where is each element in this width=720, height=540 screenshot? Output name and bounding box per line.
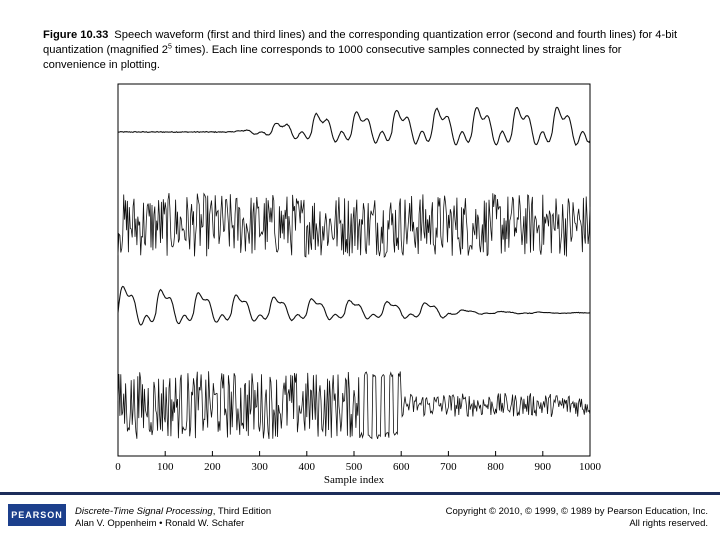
book-title-line: Discrete-Time Signal Processing, Third E… <box>75 506 271 518</box>
x-tick-label: 500 <box>346 461 363 473</box>
x-tick-label: 800 <box>487 461 504 473</box>
x-tick-label: 600 <box>393 461 410 473</box>
book-edition: , Third Edition <box>212 506 272 517</box>
series-line-4 <box>117 371 591 440</box>
x-tick-label: 0 <box>115 461 121 473</box>
book-title: Discrete-Time Signal Processing <box>75 506 213 517</box>
waveform-plot: 0 100 200 300 400 500 600 700 800 900 1000 Sample … <box>115 83 602 486</box>
x-axis: 0 100 200 300 400 500 600 700 800 900 1000 <box>115 451 602 473</box>
pearson-logo: PEARSON <box>8 504 66 526</box>
x-tick-label: 100 <box>157 461 174 473</box>
figure-label: Figure 10.33 <box>43 29 109 41</box>
footer-rule <box>0 492 720 495</box>
series-line-3 <box>117 285 591 326</box>
copyright-notice: Copyright © 2010, © 1999, © 1989 by Pear… <box>446 506 708 530</box>
book-credit: Discrete-Time Signal Processing, Third E… <box>75 506 271 530</box>
book-authors: Alan V. Oppenheim • Ronald W. Schafer <box>75 518 245 529</box>
series-line-2 <box>117 192 591 258</box>
copyright-line: Copyright © 2010, © 1999, © 1989 by Pear… <box>445 506 708 517</box>
x-tick-label: 1000 <box>579 461 602 473</box>
series-group <box>117 106 591 440</box>
x-tick-label: 300 <box>251 461 268 473</box>
x-tick-label: 700 <box>440 461 457 473</box>
caption-text-part1: Speech waveform (first and third lines) … <box>43 29 678 56</box>
rights-line: All rights reserved. <box>629 518 708 529</box>
x-tick-label: 400 <box>299 461 316 473</box>
caption-text-part2: times). Each line corresponds to 1000 co… <box>43 44 622 71</box>
caption-superscript: 5 <box>168 43 172 51</box>
figure-caption: Figure 10.33 Speech waveform (first and t… <box>43 28 683 73</box>
x-tick-label: 200 <box>204 461 221 473</box>
x-tick-label: 900 <box>535 461 552 473</box>
x-axis-label: Sample index <box>324 474 385 486</box>
series-line-1 <box>117 106 591 147</box>
